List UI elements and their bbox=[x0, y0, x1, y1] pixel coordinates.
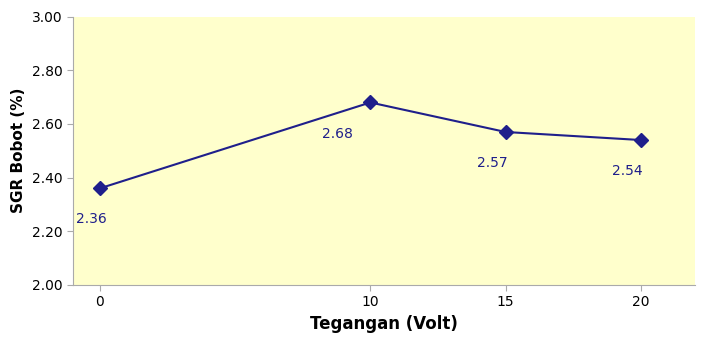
X-axis label: Tegangan (Volt): Tegangan (Volt) bbox=[310, 315, 457, 333]
Text: 2.68: 2.68 bbox=[323, 127, 353, 141]
Text: 2.36: 2.36 bbox=[76, 213, 107, 226]
Text: 2.57: 2.57 bbox=[477, 156, 508, 170]
Text: 2.54: 2.54 bbox=[612, 164, 642, 178]
Y-axis label: SGR Bobot (%): SGR Bobot (%) bbox=[11, 88, 26, 213]
